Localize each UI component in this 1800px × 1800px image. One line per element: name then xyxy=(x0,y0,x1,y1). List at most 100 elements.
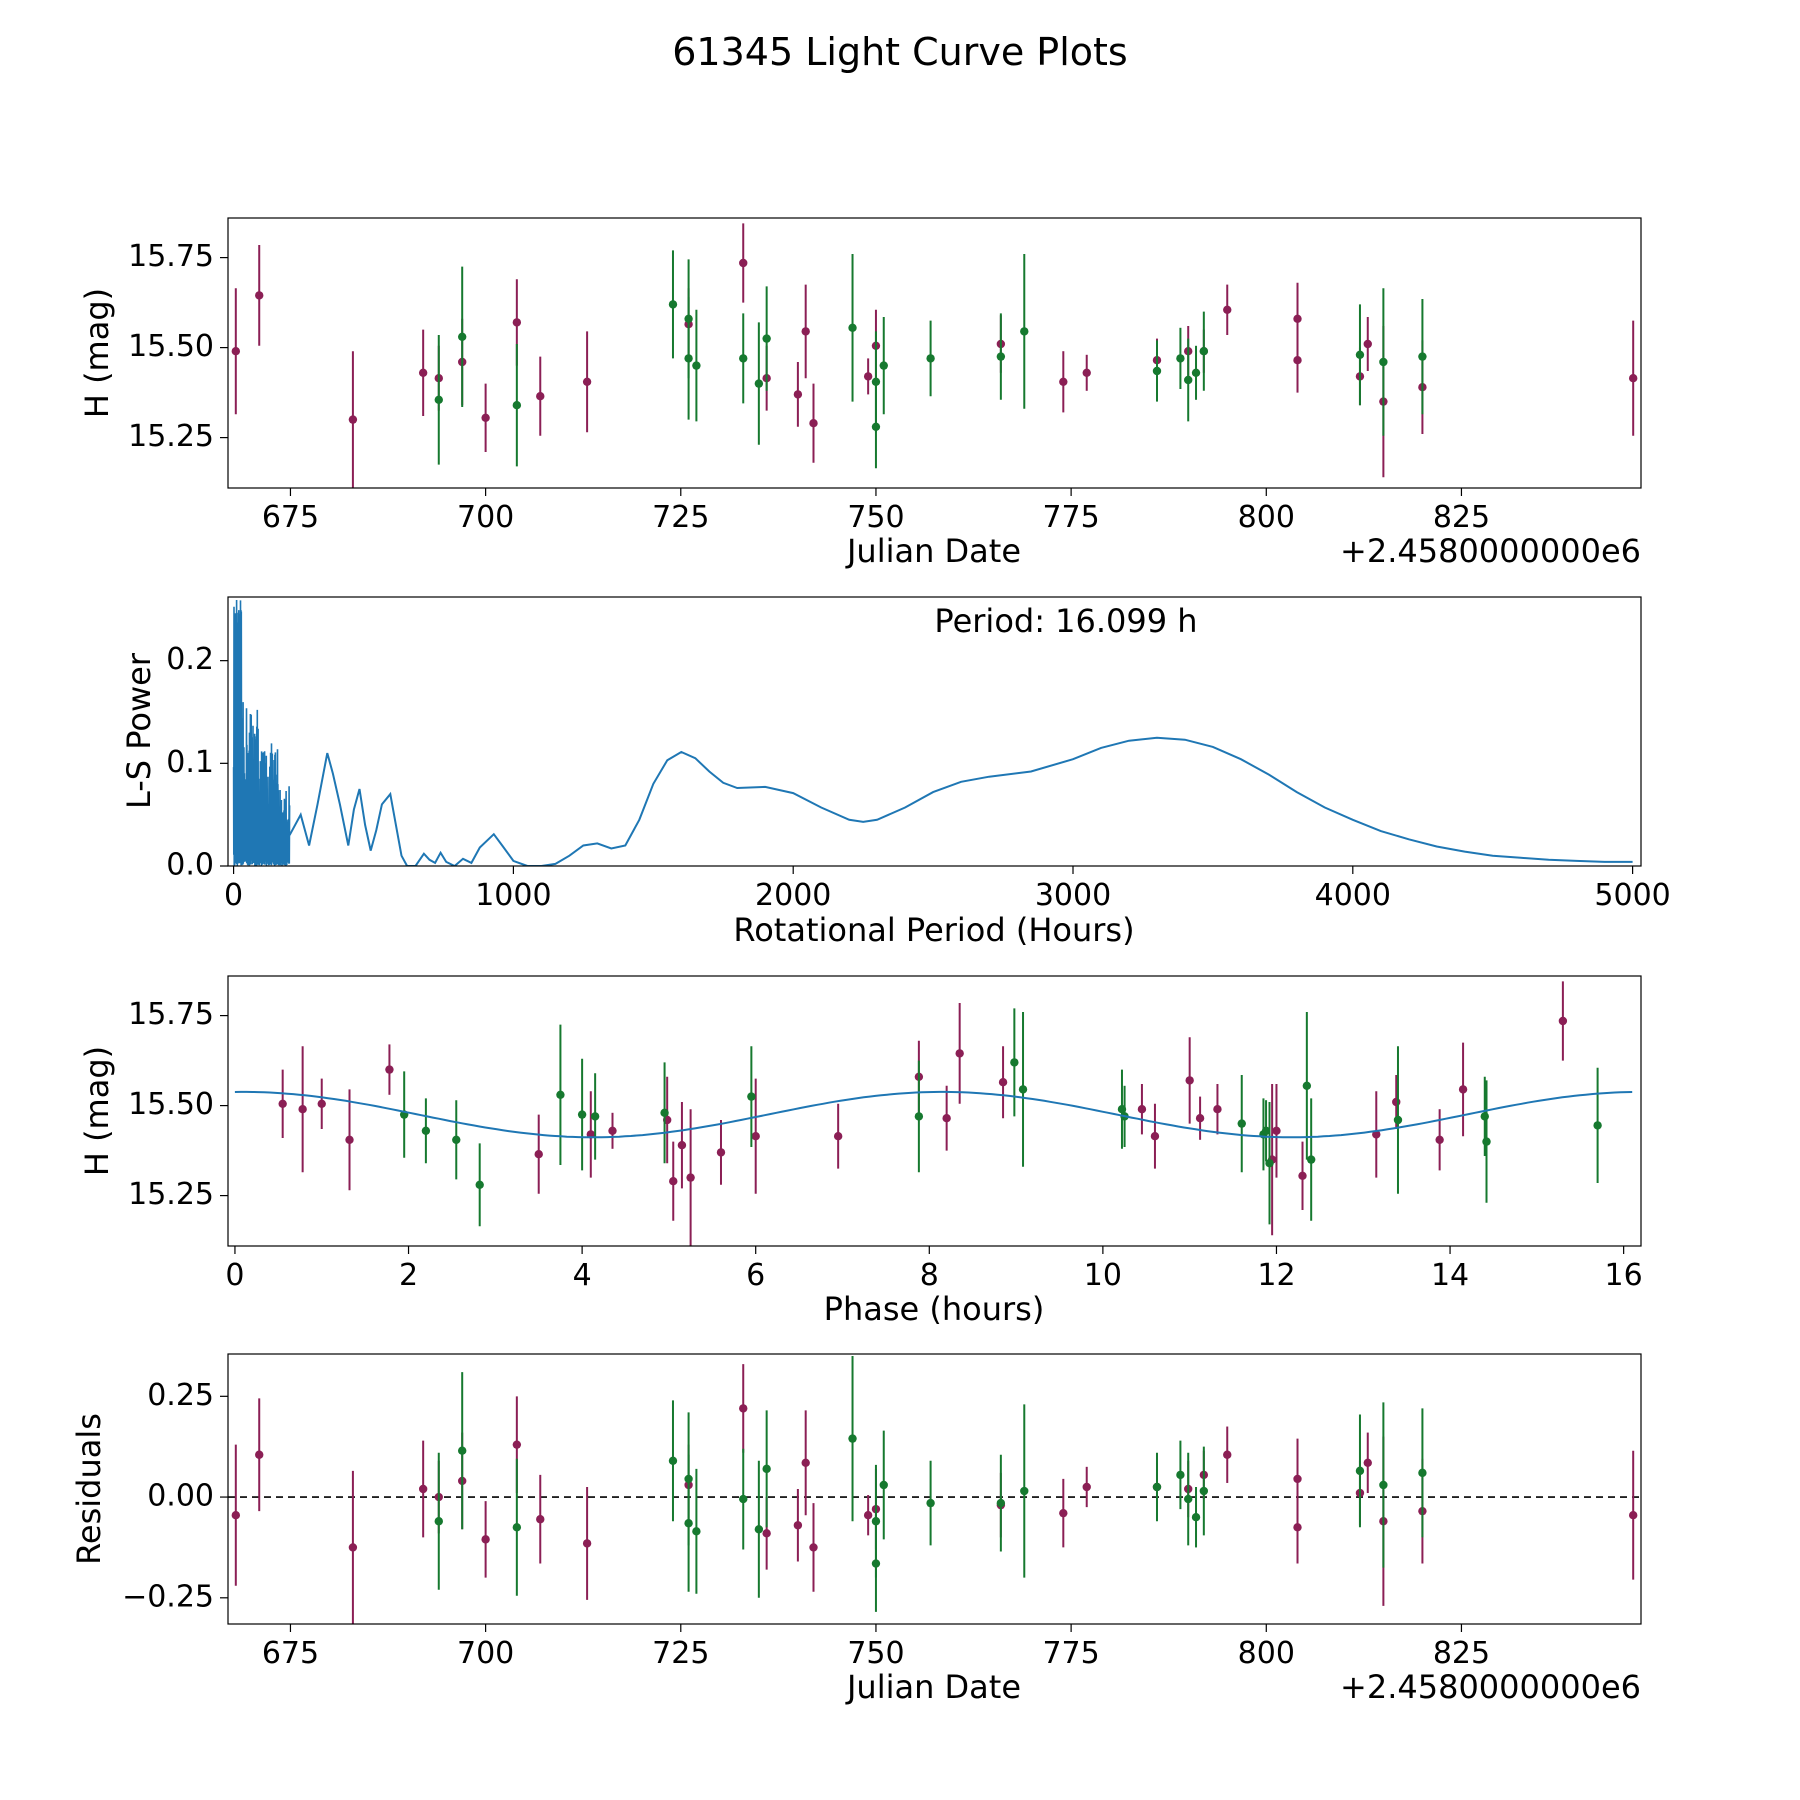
figure-title: 61345 Light Curve Plots xyxy=(672,30,1127,74)
phase-point-series_b xyxy=(747,1092,756,1101)
lightcurve-xtick-label: 750 xyxy=(847,500,904,535)
lightcurve-ylabel: H (mag) xyxy=(78,288,116,418)
phase-point-series_a xyxy=(1392,1097,1401,1107)
residual-xtick-label: 700 xyxy=(457,1636,514,1671)
lightcurve-point-series_b xyxy=(996,352,1006,361)
residual-data-points xyxy=(228,1356,1641,1624)
phase-xtick-label: 2 xyxy=(399,1258,418,1293)
lightcurve-point-series_b xyxy=(762,334,771,343)
lightcurve-point-series_b xyxy=(668,300,678,309)
residual-point-series_a xyxy=(512,1440,522,1449)
lightcurve-point-series_a xyxy=(1363,339,1372,349)
periodogram-dense-spikes xyxy=(232,599,291,866)
residual-point-series_a xyxy=(801,1458,810,1468)
phase-point-series_b xyxy=(1306,1155,1316,1164)
phase-ytick-label: 15.50 xyxy=(128,1087,214,1122)
lightcurve-xtick-label: 725 xyxy=(652,500,709,535)
phase-point-series_a xyxy=(833,1132,843,1141)
phase-point-series_b xyxy=(1482,1137,1491,1146)
phase-ylabel: H (mag) xyxy=(78,1046,116,1176)
phase-point-series_a xyxy=(278,1099,287,1109)
phase-point-series_b xyxy=(421,1126,431,1136)
lightcurve-point-series_b xyxy=(512,401,522,410)
phase-plot-frame xyxy=(227,975,1642,1247)
periodogram-xtick-label: 4000 xyxy=(1315,878,1391,913)
periodogram-ytick-label: 0.2 xyxy=(166,642,214,677)
lightcurve-point-series_b xyxy=(926,354,935,363)
residual-point-series_b xyxy=(754,1525,764,1534)
residual-ytick-label: 0.00 xyxy=(147,1479,214,1514)
residual-point-series_b xyxy=(1379,1480,1388,1490)
lightcurve-point-series_b xyxy=(1379,357,1388,367)
phase-point-series_b xyxy=(1302,1081,1312,1091)
lightcurve-xtick-label: 775 xyxy=(1042,500,1099,535)
residual-point-series_b xyxy=(1020,1486,1029,1496)
residual-point-series_b xyxy=(1418,1468,1427,1478)
phase-point-series_a xyxy=(1213,1105,1222,1114)
residual-point-series_a xyxy=(348,1543,358,1552)
phase-xtick-label: 0 xyxy=(225,1258,244,1293)
residual-point-series_b xyxy=(1176,1470,1185,1480)
phase-point-series_a xyxy=(1137,1105,1147,1114)
phase-xtick-label: 8 xyxy=(920,1258,939,1293)
periodogram-ylabel: L-S Power xyxy=(120,652,158,809)
panel-lightcurve: 675 700 725 750 775 800 825 15.25 15.50 15.75 Jul… xyxy=(78,217,1642,570)
residual-point-series_b xyxy=(684,1519,693,1528)
phase-point-series_a xyxy=(1185,1076,1194,1085)
lightcurve-point-series_b xyxy=(1020,327,1029,336)
residual-point-series_b xyxy=(848,1434,857,1443)
lightcurve-point-series_b xyxy=(871,422,881,431)
lightcurve-point-series_a xyxy=(1293,356,1302,365)
residual-point-series_b xyxy=(1152,1482,1162,1492)
residual-point-series_a xyxy=(863,1510,873,1520)
phase-xtick-label: 16 xyxy=(1605,1258,1643,1293)
lightcurve-offset-label: +2.4580000000e6 xyxy=(1340,532,1641,570)
periodogram-xtick-label: 3000 xyxy=(1035,878,1111,913)
residual-xlabel: Julian Date xyxy=(845,1668,1021,1706)
lightcurve-point-series_a xyxy=(255,291,264,300)
residual-point-series_b xyxy=(879,1480,888,1490)
residual-point-series_b xyxy=(668,1456,678,1465)
residual-plot-frame xyxy=(227,1353,1642,1625)
lightcurve-point-series_a xyxy=(1082,368,1091,377)
lightcurve-xtick-label: 675 xyxy=(262,500,319,535)
periodogram-axis-ticks: 0 1000 2000 3000 4000 5000 0.0 0.1 0.2 xyxy=(166,642,1671,913)
residual-point-series_a xyxy=(1293,1523,1302,1532)
residual-offset-label: +2.4580000000e6 xyxy=(1340,1668,1641,1706)
residual-point-series_a xyxy=(1628,1510,1638,1520)
phase-xlabel: Phase (hours) xyxy=(824,1290,1045,1328)
lightcurve-point-series_b xyxy=(1152,366,1162,376)
residual-point-series_a xyxy=(418,1484,428,1494)
phase-point-series_b xyxy=(1237,1119,1246,1128)
phase-xtick-label: 12 xyxy=(1257,1258,1295,1293)
lightcurve-point-series_a xyxy=(481,413,490,422)
lightcurve-xlabel: Julian Date xyxy=(845,532,1021,570)
lightcurve-ytick-label: 15.50 xyxy=(128,329,214,364)
periodogram-xlabel: Rotational Period (Hours) xyxy=(733,911,1134,949)
lightcurve-ytick-label: 15.25 xyxy=(128,419,214,454)
phase-point-series_a xyxy=(955,1049,964,1058)
residual-point-series_a xyxy=(1223,1450,1232,1459)
lightcurve-point-series_b xyxy=(684,354,693,363)
lightcurve-point-series_b xyxy=(457,332,467,341)
lightcurve-point-series_b xyxy=(871,377,881,386)
residual-point-series_b xyxy=(692,1527,701,1536)
phase-point-series_a xyxy=(1150,1132,1160,1141)
residual-point-series_b xyxy=(1199,1486,1209,1496)
phase-point-series_b xyxy=(556,1090,565,1100)
lightcurve-point-series_a xyxy=(418,368,428,377)
lightcurve-point-series_a xyxy=(536,392,545,401)
phase-axis-ticks: 0 2 4 6 8 10 12 14 16 15.25 15.50 15.75 xyxy=(128,997,1643,1293)
residual-point-series_a xyxy=(762,1529,771,1538)
phase-point-series_a xyxy=(751,1132,760,1141)
lightcurve-point-series_a xyxy=(1223,305,1232,314)
lightcurve-xtick-label: 700 xyxy=(457,500,514,535)
periodogram-xtick-label: 2000 xyxy=(755,878,831,913)
phase-point-series_a xyxy=(669,1177,678,1186)
lightcurve-point-series_a xyxy=(801,327,810,336)
phase-point-series_a xyxy=(317,1099,326,1109)
residual-point-series_b xyxy=(739,1494,748,1504)
residual-point-series_b xyxy=(926,1498,935,1508)
residual-point-series_a xyxy=(1293,1474,1302,1484)
